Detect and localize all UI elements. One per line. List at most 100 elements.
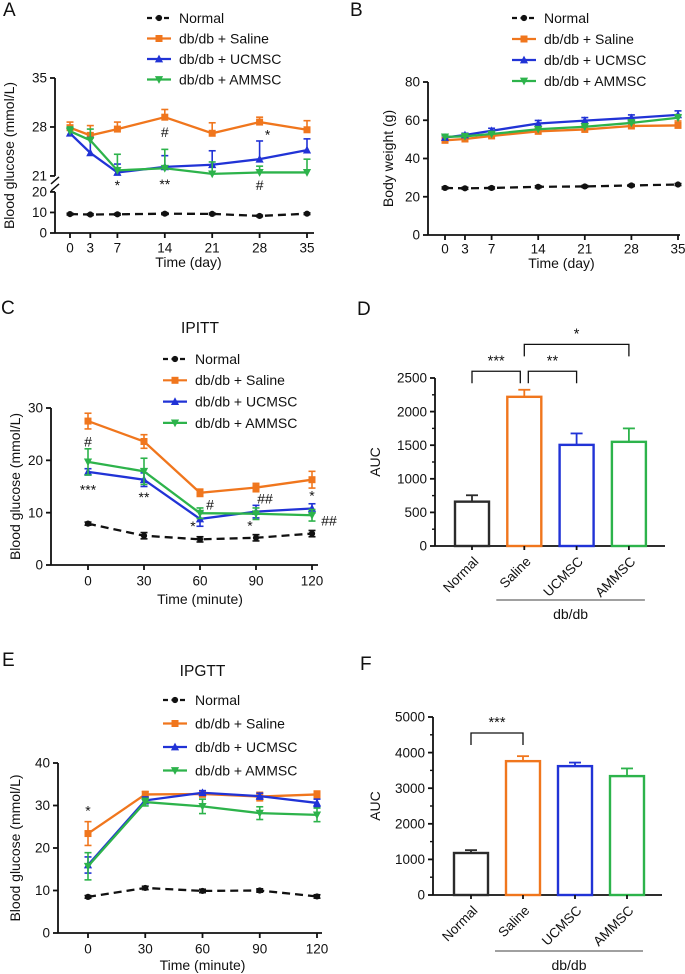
bar-ammsc: AMMSC: [590, 767, 646, 949]
legend-item-normal: Normal: [512, 10, 589, 26]
svg-text:***: ***: [488, 353, 505, 369]
svg-text:IPITT: IPITT: [181, 320, 219, 337]
svg-text:40: 40: [35, 756, 50, 771]
svg-text:35: 35: [670, 242, 685, 257]
legend-item-db-db-ucmsc: db/db + UCMSC: [163, 739, 297, 755]
bar-ucmsc: UCMSC: [540, 432, 595, 600]
series-db-db-ucmsc: [65, 127, 312, 176]
svg-text:20: 20: [28, 453, 43, 468]
svg-text:db/db + AMMSC: db/db + AMMSC: [195, 415, 297, 431]
panel-A: A 21 28 35 0 10 20 0 3 7 14 21 28 35 Blood glucose (m…: [0, 0, 342, 290]
svg-text:Saline: Saline: [497, 554, 534, 591]
svg-text:21: 21: [205, 241, 220, 256]
svg-text:1500: 1500: [397, 438, 427, 453]
svg-text:UCMSC: UCMSC: [540, 554, 586, 600]
svg-text:Normal: Normal: [439, 903, 480, 944]
svg-text:60: 60: [192, 574, 207, 589]
svg-text:***: ***: [489, 715, 506, 731]
legend-item-db-db-ammsc: db/db + AMMSC: [163, 762, 297, 778]
series-normal: [66, 210, 311, 220]
svg-text:5000: 5000: [395, 710, 425, 725]
svg-text:*: *: [190, 518, 196, 534]
svg-text:0: 0: [66, 241, 74, 256]
legend: Normal db/db + Saline db/db + UCMSC db/db +…: [163, 692, 297, 778]
svg-text:7: 7: [114, 241, 122, 256]
bars: Normal Saline UCMSC AMMSC: [440, 388, 648, 600]
svg-text:30: 30: [138, 942, 153, 957]
chart-D-ipitt-auc-bar: 0 500 1000 1500 2000 2500 AUC Normal Saline UCMSC…: [367, 326, 665, 622]
svg-text:60: 60: [195, 942, 210, 957]
series-db-db-ammsc: [65, 126, 312, 179]
sig-bracket: ***: [470, 715, 524, 746]
svg-text:60: 60: [405, 113, 420, 128]
svg-text:21: 21: [577, 242, 592, 257]
legend: Normal db/db + Saline db/db + UCMSC db/db +…: [147, 10, 281, 87]
svg-text:20: 20: [32, 185, 47, 200]
svg-text:#: #: [161, 124, 169, 140]
svg-text:120: 120: [306, 942, 329, 957]
svg-text:30: 30: [136, 574, 151, 589]
svg-text:0: 0: [84, 574, 92, 589]
legend-item-normal: Normal: [163, 692, 240, 708]
svg-text:Time (day): Time (day): [528, 255, 594, 271]
svg-text:db/db + Saline: db/db + Saline: [179, 30, 269, 46]
bar-ucmsc: UCMSC: [539, 761, 594, 948]
series-normal: [84, 520, 316, 543]
svg-text:0: 0: [42, 926, 50, 941]
legend-item-db-db-saline: db/db + Saline: [147, 30, 269, 46]
group-label-db-db: db/db: [495, 950, 643, 973]
svg-text:120: 120: [301, 574, 324, 589]
svg-text:Body weight (g): Body weight (g): [380, 110, 396, 207]
svg-text:db/db: db/db: [551, 957, 586, 973]
svg-text:3000: 3000: [395, 781, 425, 796]
svg-text:db/db + UCMSC: db/db + UCMSC: [195, 394, 297, 410]
svg-text:##: ##: [321, 512, 337, 528]
panel-letter-A: A: [3, 0, 16, 21]
legend-item-db-db-ammsc: db/db + AMMSC: [512, 73, 646, 89]
svg-text:*: *: [247, 518, 253, 534]
legend-item-db-db-saline: db/db + Saline: [163, 715, 285, 731]
svg-text:*: *: [115, 177, 121, 193]
svg-text:28: 28: [32, 120, 47, 135]
group-label-db-db: db/db: [496, 599, 645, 622]
panel-E: E 0 10 20 30 40 0 30 60 90 120 IPGTT Blood glucose …: [0, 628, 342, 974]
panel-letter-E: E: [2, 650, 15, 671]
axes: 0 10 20 30 40 0 30 60 90 120: [35, 756, 328, 957]
svg-text:Time (minute): Time (minute): [160, 957, 246, 973]
svg-text:**: **: [159, 176, 170, 192]
svg-text:Normal: Normal: [195, 351, 240, 367]
svg-text:Normal: Normal: [440, 554, 481, 595]
svg-text:0: 0: [441, 242, 449, 257]
chart-F-ipgtt-auc-bar: 0 1000 2000 3000 4000 5000 AUC Normal Saline UCMS…: [367, 710, 662, 973]
series-normal: [441, 181, 682, 192]
svg-text:*: *: [85, 803, 91, 819]
svg-text:db/db + AMMSC: db/db + AMMSC: [544, 73, 646, 89]
svg-text:2000: 2000: [395, 817, 425, 832]
svg-text:Time (day): Time (day): [155, 254, 221, 270]
svg-text:Time (minute): Time (minute): [157, 591, 243, 607]
panel-letter-C: C: [1, 298, 15, 319]
bars: Normal Saline UCMSC AMMSC: [439, 755, 646, 949]
svg-text:*: *: [574, 326, 580, 342]
legend: Normal db/db + Saline db/db + UCMSC db/db +…: [512, 10, 646, 89]
svg-text:3: 3: [87, 241, 95, 256]
chart-E-ipgtt-line: 0 10 20 30 40 0 30 60 90 120 IPGTT Blood glucose (m…: [7, 663, 328, 973]
svg-text:***: ***: [80, 482, 97, 498]
svg-text:db/db + AMMSC: db/db + AMMSC: [195, 762, 297, 778]
bar-saline: Saline: [497, 388, 543, 591]
svg-text:14: 14: [531, 242, 547, 257]
svg-text:0: 0: [412, 228, 420, 243]
panel-B: B 0 20 40 60 80 0 3 7 14 21 28 35 Body weight (g) Tim…: [342, 0, 685, 290]
sig-bracket: ***: [471, 353, 521, 384]
legend-item-db-db-ammsc: db/db + AMMSC: [147, 71, 281, 87]
panel-C: C 0 10 20 30 0 30 60 90 120 IPITT Blood glucose (m…: [0, 290, 342, 628]
svg-text:1000: 1000: [395, 852, 425, 867]
bar-normal: Normal: [439, 849, 490, 944]
svg-text:30: 30: [35, 798, 50, 813]
legend-item-db-db-saline: db/db + Saline: [512, 31, 634, 47]
svg-text:28: 28: [624, 242, 639, 257]
chart-C-ipitt-line: 0 10 20 30 0 30 60 90 120 IPITT Blood glucose (mmo…: [7, 320, 337, 607]
axes: 0 10 20 30 0 30 60 90 120: [28, 401, 323, 589]
